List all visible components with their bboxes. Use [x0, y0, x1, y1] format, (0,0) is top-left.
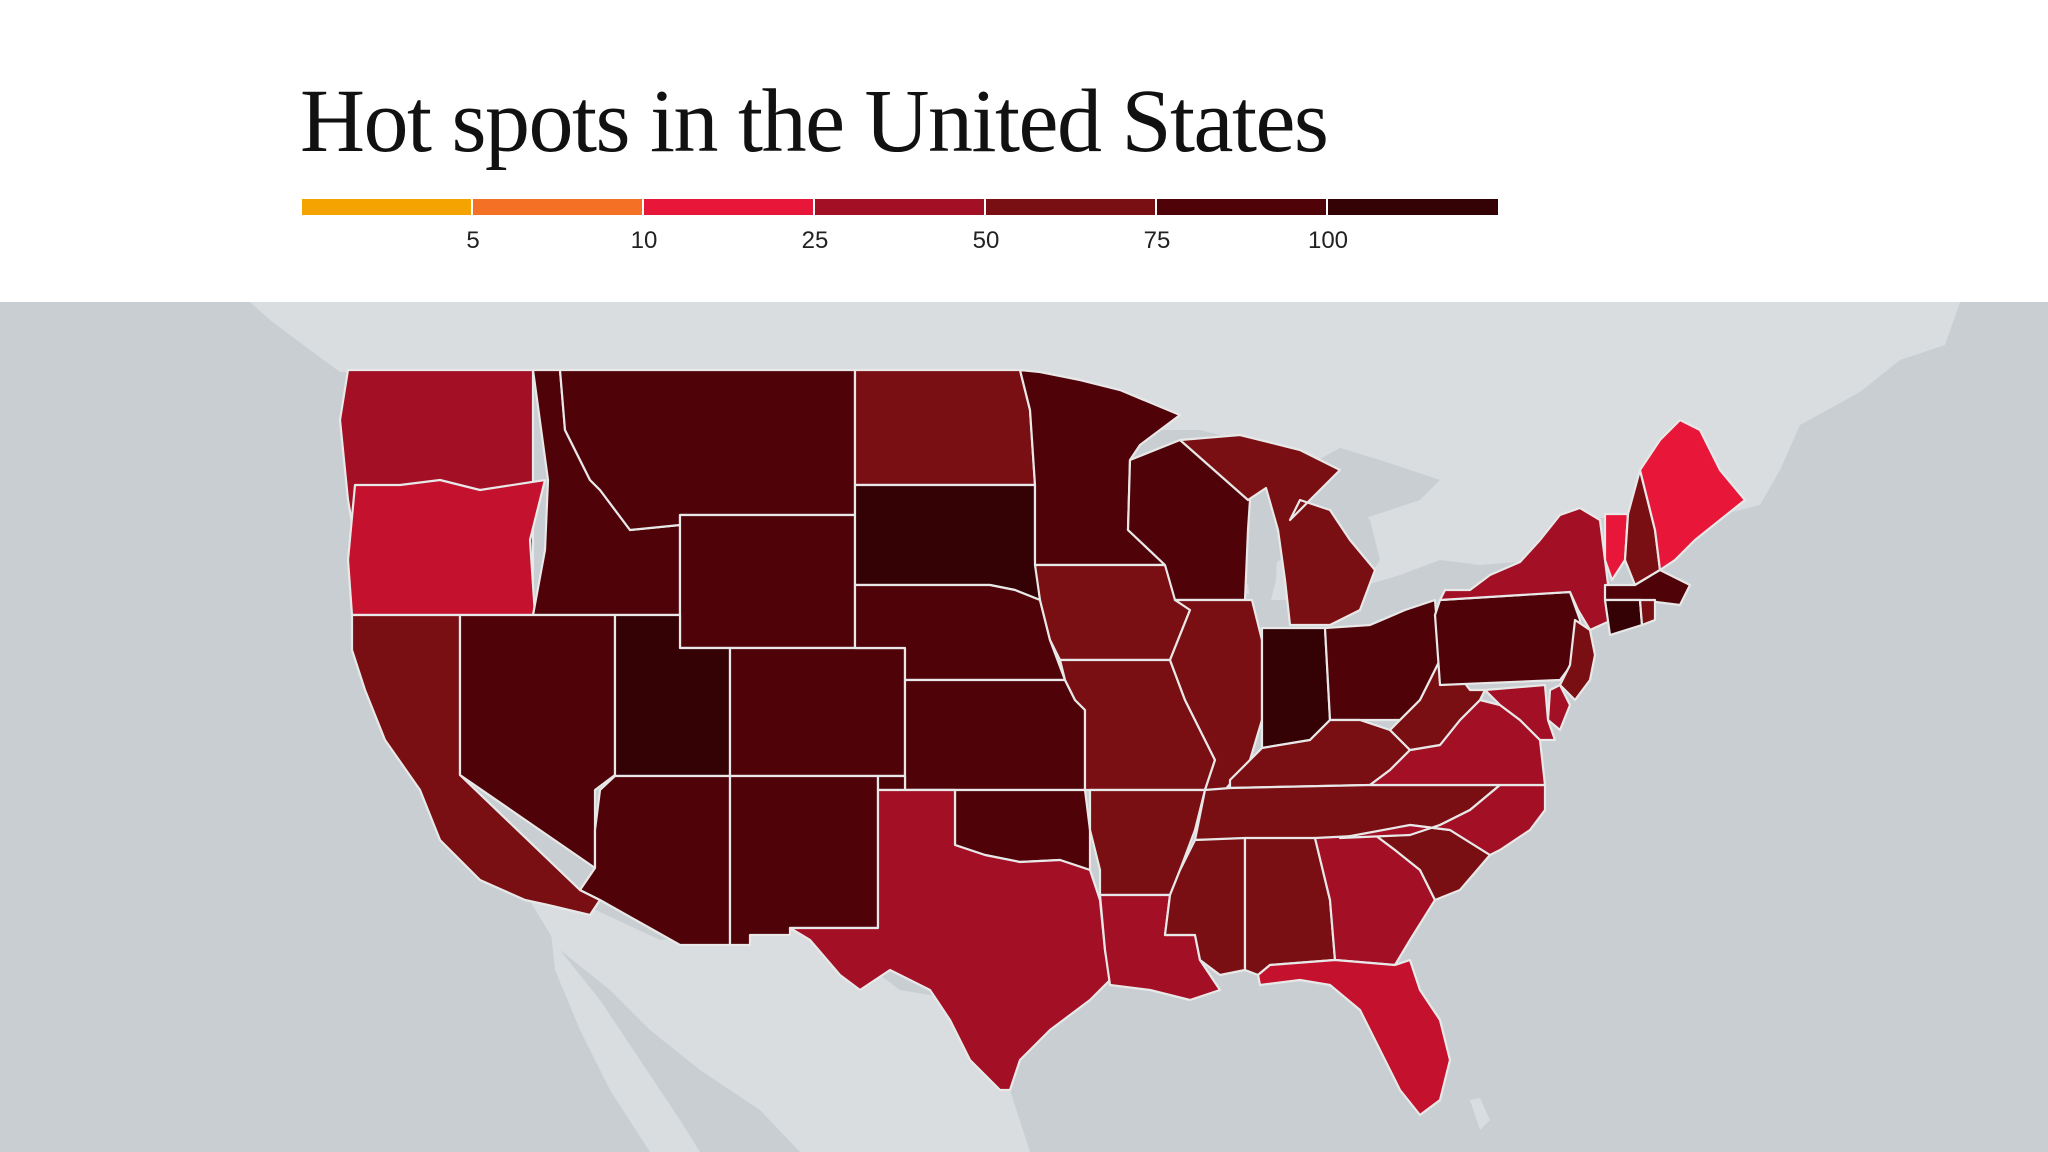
legend-swatch-3 [644, 199, 813, 215]
legend-tick: 5 [466, 227, 480, 254]
state-wyoming[interactable] [678, 513, 857, 650]
legend-swatch-6 [1157, 199, 1326, 215]
state-north-dakota[interactable] [853, 368, 1037, 487]
baja-land [548, 905, 700, 1152]
us-choropleth-map [0, 302, 2048, 1152]
state-oregon[interactable] [346, 478, 547, 617]
bahamas-land [1470, 1098, 1490, 1130]
legend-tick: 100 [1307, 227, 1349, 254]
state-vermont[interactable] [1603, 512, 1630, 582]
legend-swatch-4 [815, 199, 984, 215]
legend-tick: 25 [801, 227, 829, 254]
state-maryland[interactable] [1483, 683, 1557, 742]
legend-tick: 50 [972, 227, 1000, 254]
legend-tick: 10 [630, 227, 658, 254]
mexico-land [520, 885, 1030, 1152]
state-south-dakota[interactable] [853, 483, 1042, 602]
states [338, 368, 1747, 1117]
state-colorado[interactable] [728, 646, 907, 778]
state-kansas[interactable] [903, 678, 1087, 792]
state-pennsylvania[interactable] [1433, 590, 1582, 687]
color-legend: 5 10 25 50 75 100 [302, 199, 1498, 259]
legend-swatch-5 [986, 199, 1155, 215]
state-nebraska[interactable] [853, 583, 1067, 682]
legend-swatch-7 [1328, 199, 1498, 215]
legend-swatch-1 [302, 199, 471, 215]
legend-tick: 75 [1143, 227, 1171, 254]
state-maine[interactable] [1638, 418, 1747, 572]
state-california[interactable] [350, 613, 602, 917]
state-new-york[interactable] [1438, 506, 1614, 632]
state-texas[interactable] [788, 788, 1112, 1092]
state-north-carolina[interactable] [1338, 783, 1547, 857]
state-michigan[interactable] [1178, 433, 1377, 627]
lake-erie [1345, 585, 1470, 630]
state-florida[interactable] [1256, 958, 1452, 1117]
state-iowa[interactable] [1033, 563, 1192, 662]
legend-swatch-2 [473, 199, 642, 215]
lake-michigan [1244, 488, 1278, 620]
page-title: Hot spots in the United States [300, 72, 1329, 171]
state-virginia[interactable] [1368, 698, 1547, 787]
state-rhode-island[interactable] [1638, 598, 1657, 627]
header: Hot spots in the United States 5 10 25 5… [0, 0, 2048, 302]
state-new-mexico[interactable] [728, 774, 880, 947]
state-new-jersey[interactable] [1558, 618, 1597, 702]
